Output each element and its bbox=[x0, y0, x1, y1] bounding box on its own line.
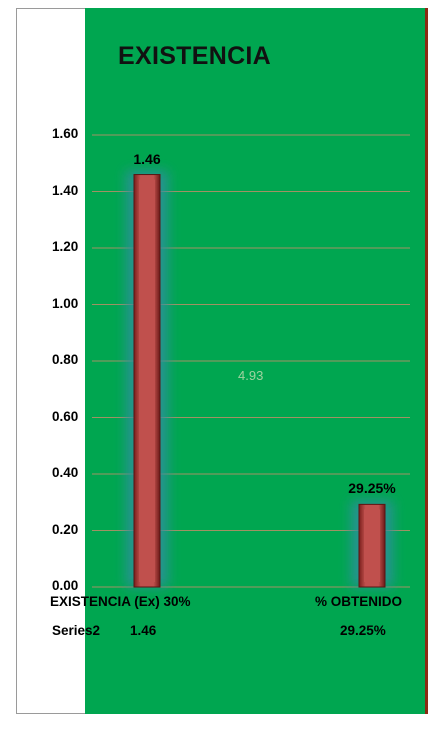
bar-face-1 bbox=[364, 509, 380, 582]
right-border-line bbox=[425, 8, 428, 714]
y-tick-label: 0.20 bbox=[52, 521, 79, 537]
bar-face-0 bbox=[139, 179, 155, 583]
y-tick-label: 0.80 bbox=[52, 352, 79, 367]
data-table-series-label: Series2 bbox=[52, 623, 101, 638]
y-tick-label: 0.00 bbox=[52, 578, 79, 593]
y-tick-label: 1.20 bbox=[52, 239, 79, 254]
y-tick-label: 0.60 bbox=[52, 408, 79, 424]
y-tick-label: 1.40 bbox=[52, 182, 79, 198]
y-tick-label: 0.40 bbox=[52, 465, 79, 480]
data-label-existencia: 1.46 bbox=[133, 150, 161, 167]
chart-annotation: 4.93 bbox=[238, 368, 264, 383]
data-table-cell-obtenido: 29.25% bbox=[340, 623, 386, 638]
y-tick-label: 1.00 bbox=[52, 295, 79, 311]
x-category-existencia: EXISTENCIA (Ex) 30% bbox=[50, 594, 191, 609]
data-table-cell-existencia: 1.46 bbox=[130, 623, 157, 638]
data-label-obtenido: 29.25% bbox=[348, 480, 396, 497]
x-category-obtenido: % OBTENIDO bbox=[315, 594, 403, 609]
chart-title: EXISTENCIA bbox=[118, 42, 272, 70]
y-tick-label: 1.60 bbox=[52, 126, 79, 141]
